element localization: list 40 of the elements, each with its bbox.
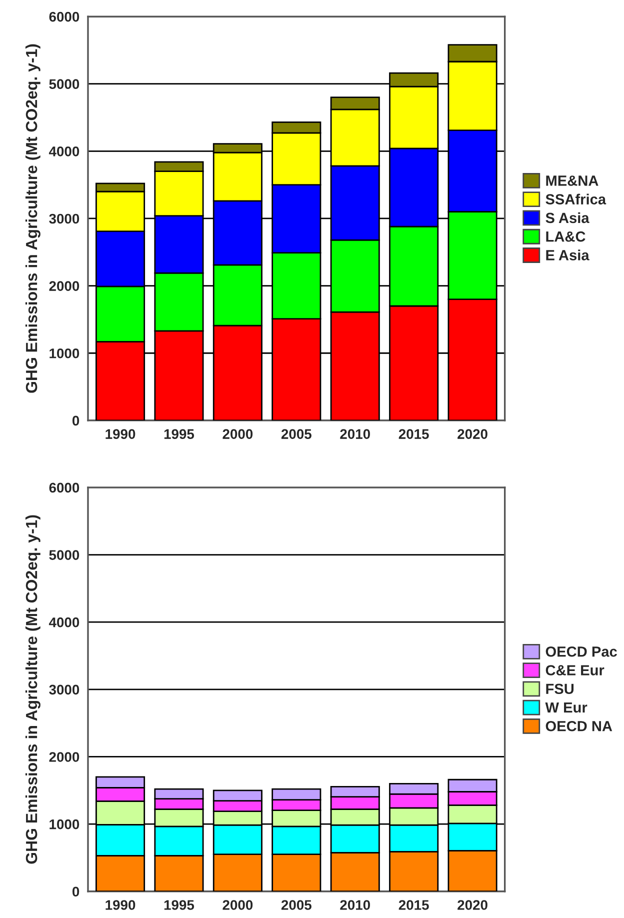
legend-label: OECD Pac [546,646,617,657]
legend-label: E Asia [546,250,590,260]
legend-label: W Eur [545,702,588,713]
y-axis-title: GHG Emissions in Agriculture (Mt CO2eq. y-1) [25,515,40,864]
x-tick-label: 2005 [281,900,312,910]
x-tick-label: 1990 [106,900,136,910]
y-axis-title: GHG Emissions in Agriculture (Mt CO2eq. y-1) [25,44,40,393]
y-tick-label: 0 [72,886,80,897]
y-tick-label: 0 [72,416,80,426]
x-tick-label: 1990 [106,429,136,439]
y-tick-label: 2000 [49,281,80,291]
x-tick-label: 2000 [222,900,253,910]
y-tick-label: 1000 [50,819,80,830]
y-tick-label: 1000 [50,348,80,358]
legend-label: LA&C [546,231,586,242]
x-tick-label: 2015 [398,429,429,439]
x-tick-label: 2005 [281,429,312,439]
legend-label: ME&NA [546,176,598,186]
x-tick-label: 2010 [340,429,370,439]
x-tick-label: 2010 [340,900,370,910]
x-tick-label: 1995 [164,429,194,439]
y-tick-label: 6000 [49,12,80,22]
x-tick-label: 2020 [458,429,488,439]
legend-label: SSAfrica [546,194,606,204]
x-tick-label: 2000 [222,429,253,439]
y-tick-label: 5000 [49,79,80,90]
y-tick-label: 4000 [48,146,80,156]
legend-label: FSU [546,684,574,694]
y-tick-label: 3000 [49,684,80,695]
x-tick-label: 2020 [458,900,488,910]
legend-label: S Asia [546,212,590,224]
y-tick-label: 4000 [48,617,80,628]
x-tick-label: 1995 [164,900,194,910]
y-tick-label: 3000 [49,214,80,224]
x-tick-label: 2015 [398,900,429,910]
y-tick-label: 2000 [49,752,80,762]
y-tick-label: 6000 [49,482,80,493]
legend-label: C&E Eur [546,665,604,676]
legend-label: OECD NA [546,720,612,732]
y-tick-label: 5000 [49,550,80,560]
